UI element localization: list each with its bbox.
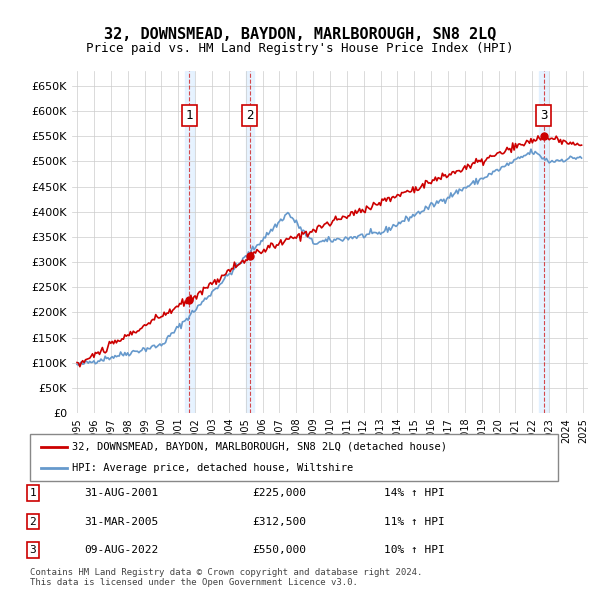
Text: £312,500: £312,500 <box>252 517 306 526</box>
Text: 14% ↑ HPI: 14% ↑ HPI <box>384 489 445 498</box>
Bar <box>185 71 194 413</box>
Text: 31-AUG-2001: 31-AUG-2001 <box>84 489 158 498</box>
Text: 10% ↑ HPI: 10% ↑ HPI <box>384 545 445 555</box>
Text: Price paid vs. HM Land Registry's House Price Index (HPI): Price paid vs. HM Land Registry's House … <box>86 42 514 55</box>
Text: 1: 1 <box>29 489 37 498</box>
Text: £550,000: £550,000 <box>252 545 306 555</box>
Text: 3: 3 <box>29 545 37 555</box>
Text: £225,000: £225,000 <box>252 489 306 498</box>
Text: 3: 3 <box>540 109 547 122</box>
Text: 11% ↑ HPI: 11% ↑ HPI <box>384 517 445 526</box>
Bar <box>539 71 548 413</box>
Text: 2: 2 <box>246 109 254 122</box>
Text: This data is licensed under the Open Government Licence v3.0.: This data is licensed under the Open Gov… <box>30 578 358 587</box>
Text: 2: 2 <box>29 517 37 526</box>
Text: 09-AUG-2022: 09-AUG-2022 <box>84 545 158 555</box>
Text: 32, DOWNSMEAD, BAYDON, MARLBOROUGH, SN8 2LQ (detached house): 32, DOWNSMEAD, BAYDON, MARLBOROUGH, SN8 … <box>72 442 447 452</box>
FancyBboxPatch shape <box>30 434 558 481</box>
Text: HPI: Average price, detached house, Wiltshire: HPI: Average price, detached house, Wilt… <box>72 463 353 473</box>
Text: 1: 1 <box>186 109 193 122</box>
Text: 32, DOWNSMEAD, BAYDON, MARLBOROUGH, SN8 2LQ: 32, DOWNSMEAD, BAYDON, MARLBOROUGH, SN8 … <box>104 27 496 41</box>
Bar <box>245 71 254 413</box>
Text: 31-MAR-2005: 31-MAR-2005 <box>84 517 158 526</box>
Text: Contains HM Land Registry data © Crown copyright and database right 2024.: Contains HM Land Registry data © Crown c… <box>30 568 422 577</box>
